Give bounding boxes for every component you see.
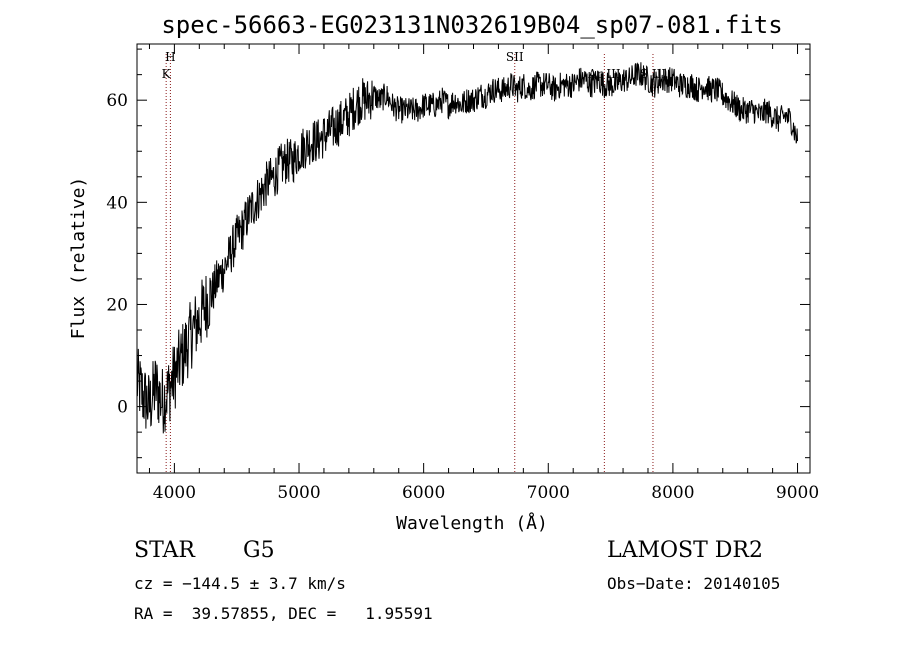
object-class: STAR — [134, 538, 195, 563]
y-tick-label: 40 — [106, 193, 128, 213]
spectral-line-label: SII — [506, 50, 524, 64]
x-tick-label: 6000 — [402, 483, 445, 503]
x-axis-label: Wavelength (Å) — [396, 512, 548, 534]
y-tick-label: 20 — [106, 295, 128, 315]
y-tick-label: 60 — [106, 91, 128, 111]
sky-coordinates: RA = 39.57855, DEC = 1.95591 — [134, 604, 433, 623]
survey-name: LAMOST DR2 — [607, 538, 763, 563]
x-tick-label: 8000 — [651, 483, 694, 503]
object-subclass: G5 — [243, 538, 275, 563]
spectral-line-label: H — [165, 50, 175, 64]
spectrum-line — [136, 62, 798, 434]
observation-date: Obs−Date: 20140105 — [607, 574, 781, 593]
x-tick-label: 7000 — [527, 483, 570, 503]
x-tick-label: 9000 — [776, 483, 819, 503]
spectral-line-label: K — [162, 67, 172, 81]
x-tick-label: 4000 — [153, 483, 196, 503]
y-tick-label: 0 — [117, 398, 128, 418]
chart-title: spec-56663-EG023131N032619B04_sp07-081.f… — [161, 11, 782, 39]
x-tick-label: 5000 — [277, 483, 320, 503]
y-axis-label: Flux (relative) — [68, 177, 89, 340]
redshift-velocity: cz = −144.5 ± 3.7 km/s — [134, 574, 346, 593]
